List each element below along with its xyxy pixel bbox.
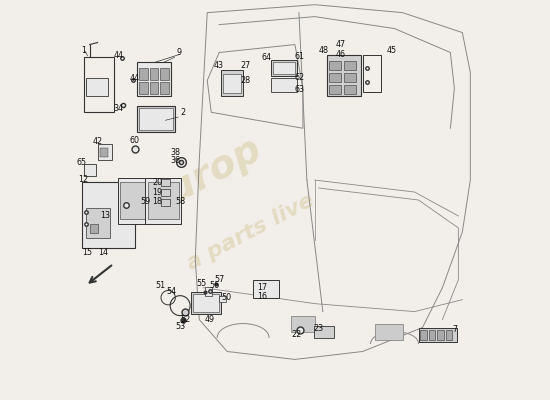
Bar [160,82,168,94]
Bar [191,292,221,314]
Text: 57: 57 [215,275,225,284]
Bar [219,296,227,302]
Bar [150,68,158,80]
Bar [160,68,168,80]
Bar [148,182,179,219]
Text: 59: 59 [140,197,151,206]
Bar [161,189,170,196]
Text: 23: 23 [314,324,324,333]
Text: 47: 47 [336,40,346,49]
Bar [344,61,356,70]
Bar [362,54,381,92]
Bar [291,316,315,332]
Text: 44: 44 [130,74,140,83]
Text: 42: 42 [92,136,103,146]
Bar [421,330,427,340]
Bar [221,70,243,96]
Text: 53: 53 [175,322,185,331]
Bar [84,56,113,112]
Text: 50: 50 [221,293,232,302]
Bar [138,62,172,96]
Bar [138,106,175,132]
Bar [140,108,173,130]
Text: 19: 19 [152,188,162,196]
Text: 27: 27 [240,61,251,70]
Text: 13: 13 [100,211,110,220]
Bar [100,148,108,157]
Bar [140,68,148,80]
Text: 63: 63 [294,85,304,94]
Bar [273,62,295,74]
Text: 9: 9 [177,48,182,57]
Text: 58: 58 [175,197,185,206]
Text: 12: 12 [78,175,88,184]
Text: 34: 34 [114,104,124,113]
Bar [86,78,108,96]
Text: 54: 54 [166,287,177,296]
Bar [140,82,148,94]
Bar [150,82,158,94]
Text: 2: 2 [180,108,185,117]
Bar [90,224,98,233]
Bar [120,182,153,219]
Text: 61: 61 [294,52,304,61]
Bar [81,182,135,248]
Bar [271,60,297,76]
Text: 62: 62 [294,73,304,82]
Text: 16: 16 [257,292,267,301]
Bar [329,73,341,82]
Text: 44: 44 [114,51,124,60]
Text: 60: 60 [130,136,140,145]
Text: 49: 49 [204,315,215,324]
Bar [446,330,452,340]
Bar [314,326,334,338]
Bar [84,164,96,176]
Bar [253,280,279,298]
Text: 7: 7 [453,325,458,334]
Bar [145,178,182,224]
Text: 38: 38 [170,148,180,158]
Text: 15: 15 [82,248,92,257]
Text: 22: 22 [292,330,302,339]
Text: 43: 43 [213,61,223,70]
Text: 46: 46 [336,50,346,59]
Bar [161,199,170,206]
Bar [205,287,212,296]
Bar [329,85,341,94]
Bar [327,54,361,96]
Text: 55: 55 [196,279,207,288]
Text: 28: 28 [240,76,251,85]
Text: 18: 18 [152,198,162,206]
Text: 48: 48 [318,46,329,55]
Bar [193,294,219,312]
Bar [86,208,111,238]
Text: europ: europ [138,129,268,223]
Bar [161,179,170,186]
Text: 56: 56 [210,281,219,290]
Bar [223,74,241,93]
Text: 45: 45 [387,46,397,55]
Text: 36: 36 [170,156,180,166]
Text: 20: 20 [152,178,162,186]
Text: 14: 14 [98,248,108,257]
Bar [437,330,444,340]
Bar [271,78,297,92]
Bar [429,330,435,340]
Text: 64: 64 [261,53,271,62]
Bar [344,85,356,94]
Bar [375,324,403,340]
Text: 1: 1 [81,46,86,55]
Bar [329,61,341,70]
Text: 17: 17 [257,283,267,292]
Bar [97,144,112,160]
Text: 65: 65 [76,158,87,167]
Bar [118,178,156,224]
Bar [419,328,457,342]
Text: a parts live: a parts live [184,190,318,274]
Bar [344,73,356,82]
Text: 51: 51 [155,281,165,290]
Text: 52: 52 [180,315,191,324]
